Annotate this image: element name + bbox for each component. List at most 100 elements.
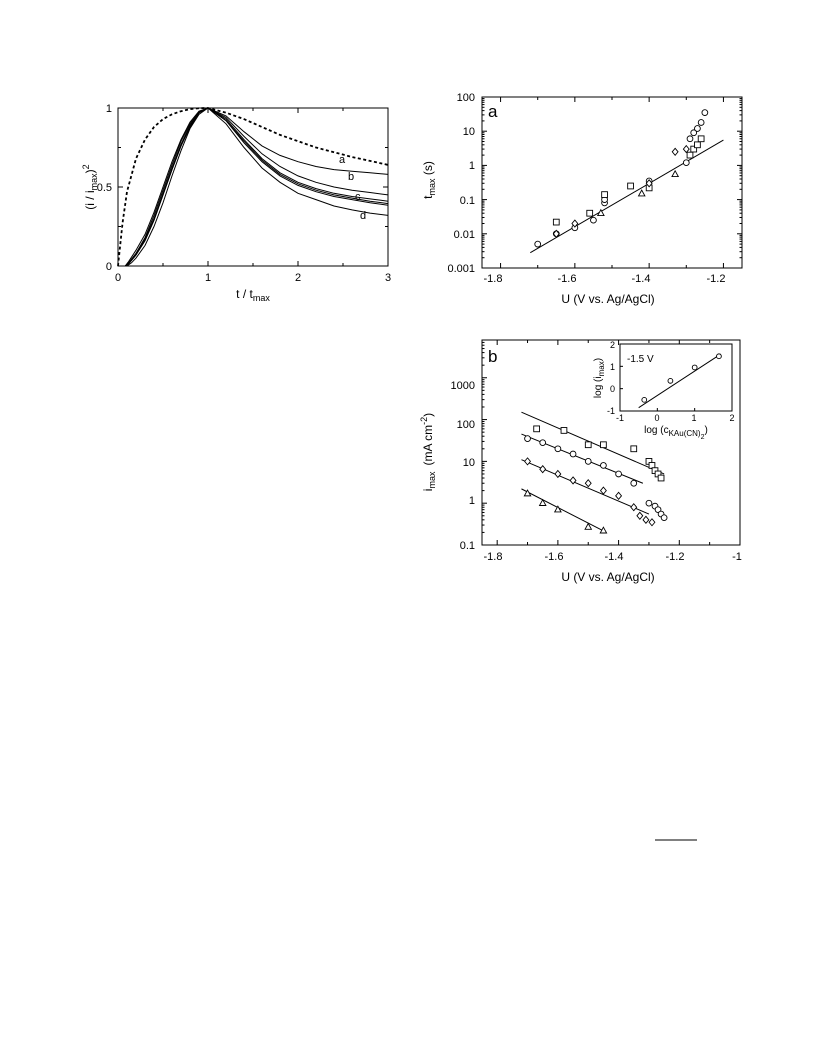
- imax-chart: b 0.1 1 10 100 1000 -1.8 -1.6 -1.4 -1.2 …: [419, 339, 742, 584]
- data-point-circle: [690, 129, 698, 137]
- data-point-circle: [524, 435, 531, 442]
- data-point-circle: [667, 378, 674, 384]
- curve-label: b: [348, 171, 354, 183]
- data-point-circle: [569, 450, 577, 458]
- data-point-diamond: [569, 476, 577, 485]
- data-point-square: [584, 441, 592, 449]
- data-point-triangle: [553, 505, 562, 513]
- data-point-square: [533, 425, 540, 433]
- x-tick-label: -1.8: [484, 273, 503, 285]
- fit-line: [521, 411, 665, 475]
- transient-curve: [126, 107, 389, 267]
- data-point-diamond: [599, 486, 607, 495]
- axis-ticks: [117, 107, 389, 267]
- inset-fit-line: [638, 353, 722, 409]
- x-tick-label: -1.6: [545, 551, 564, 563]
- data-point-circle: [630, 479, 638, 487]
- y-tick-label: 100: [457, 419, 475, 431]
- data-point-diamond: [630, 503, 638, 512]
- y-tick-label: 0.5: [97, 182, 112, 194]
- data-point-diamond: [648, 518, 656, 527]
- data-point-circle: [534, 240, 542, 248]
- data-point-circle: [600, 462, 607, 469]
- y-tick-label: 0.001: [447, 263, 475, 275]
- tmax-chart: a 0.001 0.01 0.1 1 10 100 -1.8 -1.6 -1.4…: [421, 92, 743, 306]
- data-point-diamond: [645, 179, 653, 188]
- x-axis-label: t / tmax: [236, 287, 270, 303]
- y-axis-label: imax(mA cm-2): [419, 413, 437, 491]
- data-point-triangle: [584, 522, 593, 530]
- data-point-diamond: [539, 465, 547, 474]
- inset-x-tick-label: 0: [654, 413, 659, 423]
- y-tick-label: 0: [106, 261, 112, 273]
- y-tick-label: 1: [106, 103, 112, 115]
- x-tick-label: -1.4: [632, 273, 651, 285]
- inset-y-tick-label: 1: [610, 362, 615, 372]
- data-point-triangle: [599, 526, 608, 534]
- data-point-diamond: [554, 469, 562, 479]
- x-tick-label: 0: [115, 272, 121, 284]
- inset-y-tick-label: 2: [610, 340, 615, 350]
- x-tick-label: -1.4: [605, 551, 624, 563]
- data-point-triangle: [596, 208, 605, 216]
- x-tick-label: -1.2: [666, 551, 685, 563]
- y-tick-label: 0.01: [454, 229, 475, 241]
- data-point-diamond: [524, 457, 532, 466]
- data-point-square: [552, 218, 560, 226]
- y-tick-label: 100: [457, 92, 475, 104]
- inset-x-tick-label: 2: [729, 413, 734, 423]
- data-point-square: [600, 441, 607, 449]
- x-tick-label: 1: [205, 272, 211, 284]
- data-point-circle: [697, 119, 705, 126]
- axis-ticks: [482, 96, 742, 269]
- data-point-circle: [701, 109, 709, 116]
- plot-frame: [117, 107, 389, 267]
- data-point-diamond: [671, 147, 679, 156]
- y-tick-label: 1000: [451, 380, 475, 392]
- data-point-triangle: [538, 498, 547, 506]
- data-point-triangle: [671, 169, 680, 178]
- data-point-square: [630, 445, 638, 453]
- fit-line: [530, 139, 724, 254]
- plot-frame: [481, 339, 741, 546]
- data-point-circle: [694, 125, 701, 132]
- data-point-circle: [716, 353, 722, 360]
- panel-label: b: [488, 347, 497, 366]
- curve-label: d: [360, 210, 366, 222]
- x-tick-label: -1: [732, 551, 742, 563]
- curve-label: c: [355, 191, 361, 203]
- data-point-diamond: [636, 511, 644, 520]
- data-point-diamond: [552, 229, 560, 238]
- data-point-circle: [641, 396, 648, 403]
- inset-data-points: [641, 353, 722, 403]
- data-point-square: [657, 474, 665, 482]
- transient-curve: [124, 107, 389, 267]
- data-point-diamond: [642, 515, 650, 525]
- inset-annotation: -1.5 V: [627, 354, 654, 365]
- data-point-triangle: [637, 189, 646, 197]
- data-point-square: [601, 191, 608, 198]
- data-point-circle: [691, 364, 698, 371]
- data-point-square: [586, 209, 594, 217]
- data-point-circle: [686, 135, 694, 143]
- axis-ticks: [482, 339, 741, 546]
- inset-x-axis-label: log (cKAu(CN)2): [644, 425, 708, 441]
- data-point-square: [627, 182, 634, 190]
- y-tick-label: 1: [469, 495, 475, 507]
- data-point-diamond: [584, 479, 592, 488]
- fit-line: [521, 488, 607, 533]
- data-point-circle: [590, 216, 597, 224]
- curve-label: a: [339, 154, 346, 166]
- fit-line: [530, 139, 724, 254]
- x-axis-label: U (V vs. Ag/AgCl): [561, 292, 654, 306]
- y-tick-label: 10: [463, 457, 475, 469]
- data-point-square: [697, 135, 705, 143]
- x-tick-label: -1.8: [484, 551, 503, 563]
- data-points: [534, 109, 709, 248]
- data-point-circle: [554, 445, 562, 453]
- inset-y-tick-label: 0: [610, 384, 615, 394]
- x-tick-label: -1.2: [707, 273, 726, 285]
